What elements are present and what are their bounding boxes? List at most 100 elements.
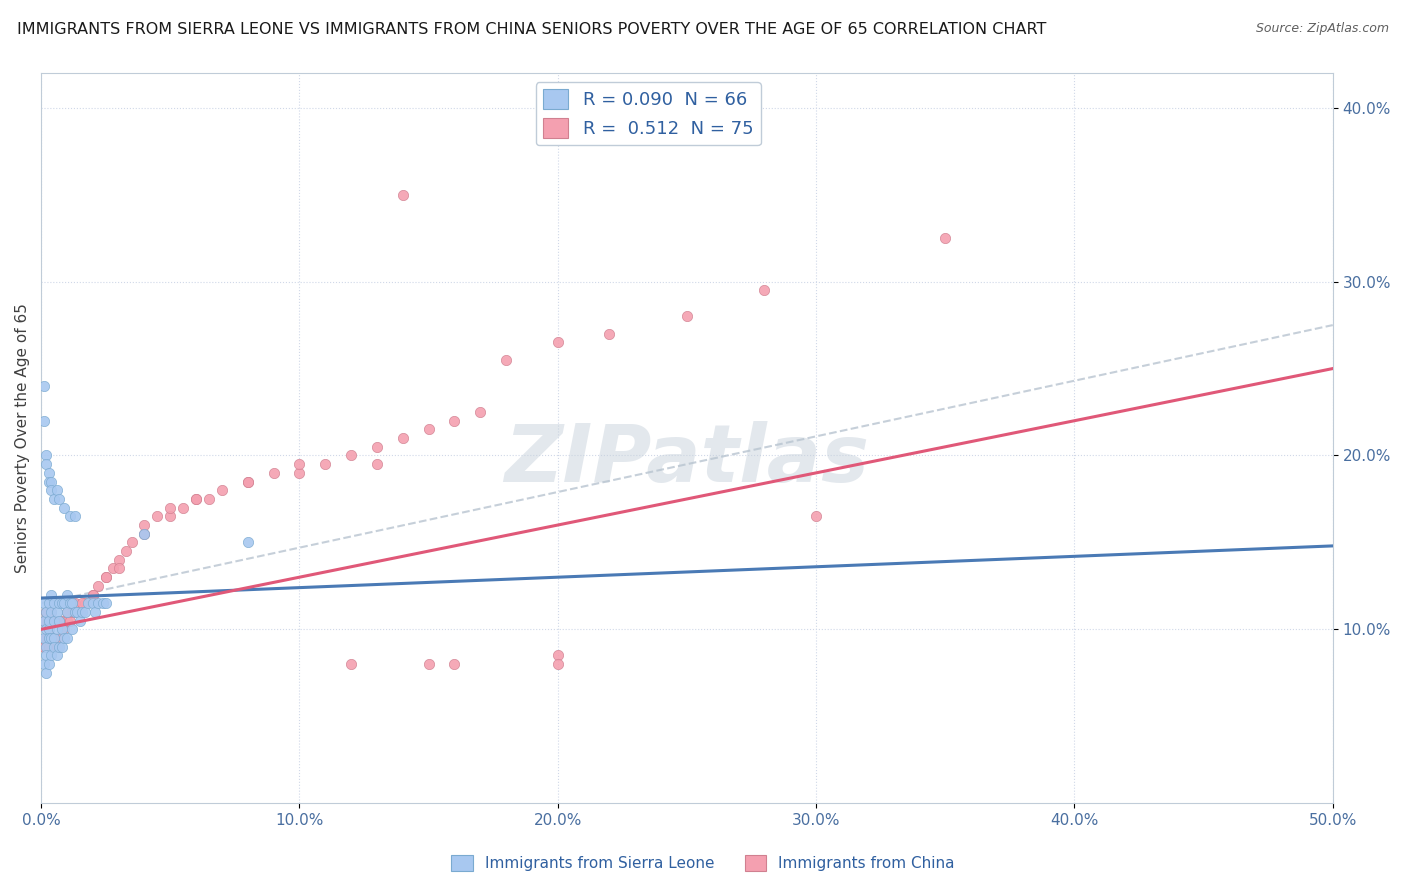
Legend: R = 0.090  N = 66, R =  0.512  N = 75: R = 0.090 N = 66, R = 0.512 N = 75 <box>536 82 761 145</box>
Point <box>35 640 58 654</box>
Point <box>676 310 699 324</box>
Point <box>45 648 67 663</box>
Point <box>94 570 117 584</box>
Text: ZIPatlas: ZIPatlas <box>505 421 869 499</box>
Point <box>211 483 233 498</box>
Point <box>42 631 65 645</box>
Point <box>547 657 569 672</box>
Point <box>42 491 65 506</box>
Point <box>45 483 67 498</box>
Point <box>41 605 63 619</box>
Point <box>159 509 181 524</box>
Point <box>48 596 70 610</box>
Point <box>51 640 73 654</box>
Point <box>340 449 363 463</box>
Point <box>236 475 259 489</box>
Point <box>35 605 58 619</box>
Point <box>51 614 73 628</box>
Point <box>82 596 104 610</box>
Point <box>69 614 91 628</box>
Point <box>754 283 776 297</box>
Point <box>84 605 107 619</box>
Point <box>41 605 63 619</box>
Point <box>103 561 125 575</box>
Point <box>288 466 311 480</box>
Point <box>60 596 83 610</box>
Point <box>38 623 60 637</box>
Point <box>42 631 65 645</box>
Point <box>35 457 58 471</box>
Point <box>443 414 465 428</box>
Point <box>32 414 55 428</box>
Point <box>172 500 194 515</box>
Point <box>51 623 73 637</box>
Point <box>35 648 58 663</box>
Point <box>82 588 104 602</box>
Point <box>56 631 79 645</box>
Text: Source: ZipAtlas.com: Source: ZipAtlas.com <box>1256 22 1389 36</box>
Point <box>45 640 67 654</box>
Point <box>53 500 76 515</box>
Point <box>35 605 58 619</box>
Point <box>340 657 363 672</box>
Point <box>107 553 129 567</box>
Point <box>32 614 55 628</box>
Point <box>121 535 143 549</box>
Point <box>495 352 517 367</box>
Point <box>134 526 156 541</box>
Point <box>314 457 336 471</box>
Point <box>35 631 58 645</box>
Point <box>87 596 110 610</box>
Point <box>32 614 55 628</box>
Point <box>41 483 63 498</box>
Point <box>35 623 58 637</box>
Point <box>38 475 60 489</box>
Point <box>41 648 63 663</box>
Point <box>42 596 65 610</box>
Point <box>38 640 60 654</box>
Point <box>48 491 70 506</box>
Point <box>72 605 94 619</box>
Point <box>35 631 58 645</box>
Point <box>53 623 76 637</box>
Point <box>263 466 285 480</box>
Point <box>366 457 388 471</box>
Point <box>38 623 60 637</box>
Point <box>107 561 129 575</box>
Point <box>159 500 181 515</box>
Text: IMMIGRANTS FROM SIERRA LEONE VS IMMIGRANTS FROM CHINA SENIORS POVERTY OVER THE A: IMMIGRANTS FROM SIERRA LEONE VS IMMIGRAN… <box>17 22 1046 37</box>
Point <box>236 535 259 549</box>
Point <box>45 623 67 637</box>
Point <box>73 596 96 610</box>
Point <box>288 457 311 471</box>
Point <box>45 614 67 628</box>
Point <box>115 544 138 558</box>
Point <box>198 491 221 506</box>
Point <box>45 605 67 619</box>
Point <box>63 596 86 610</box>
Point <box>35 665 58 680</box>
Point <box>41 631 63 645</box>
Point <box>91 596 114 610</box>
Point <box>94 570 117 584</box>
Point <box>48 640 70 654</box>
Point <box>547 648 569 663</box>
Y-axis label: Seniors Poverty Over the Age of 65: Seniors Poverty Over the Age of 65 <box>15 303 30 573</box>
Point <box>547 335 569 350</box>
Point <box>60 605 83 619</box>
Point <box>56 614 79 628</box>
Point <box>48 614 70 628</box>
Point <box>53 596 76 610</box>
Point <box>184 491 207 506</box>
Point <box>58 509 80 524</box>
Point <box>391 187 413 202</box>
Point <box>42 614 65 628</box>
Point <box>76 596 98 610</box>
Point <box>63 605 86 619</box>
Point <box>87 579 110 593</box>
Point <box>443 657 465 672</box>
Point <box>41 475 63 489</box>
Point <box>35 449 58 463</box>
Point <box>470 405 492 419</box>
Point <box>32 379 55 393</box>
